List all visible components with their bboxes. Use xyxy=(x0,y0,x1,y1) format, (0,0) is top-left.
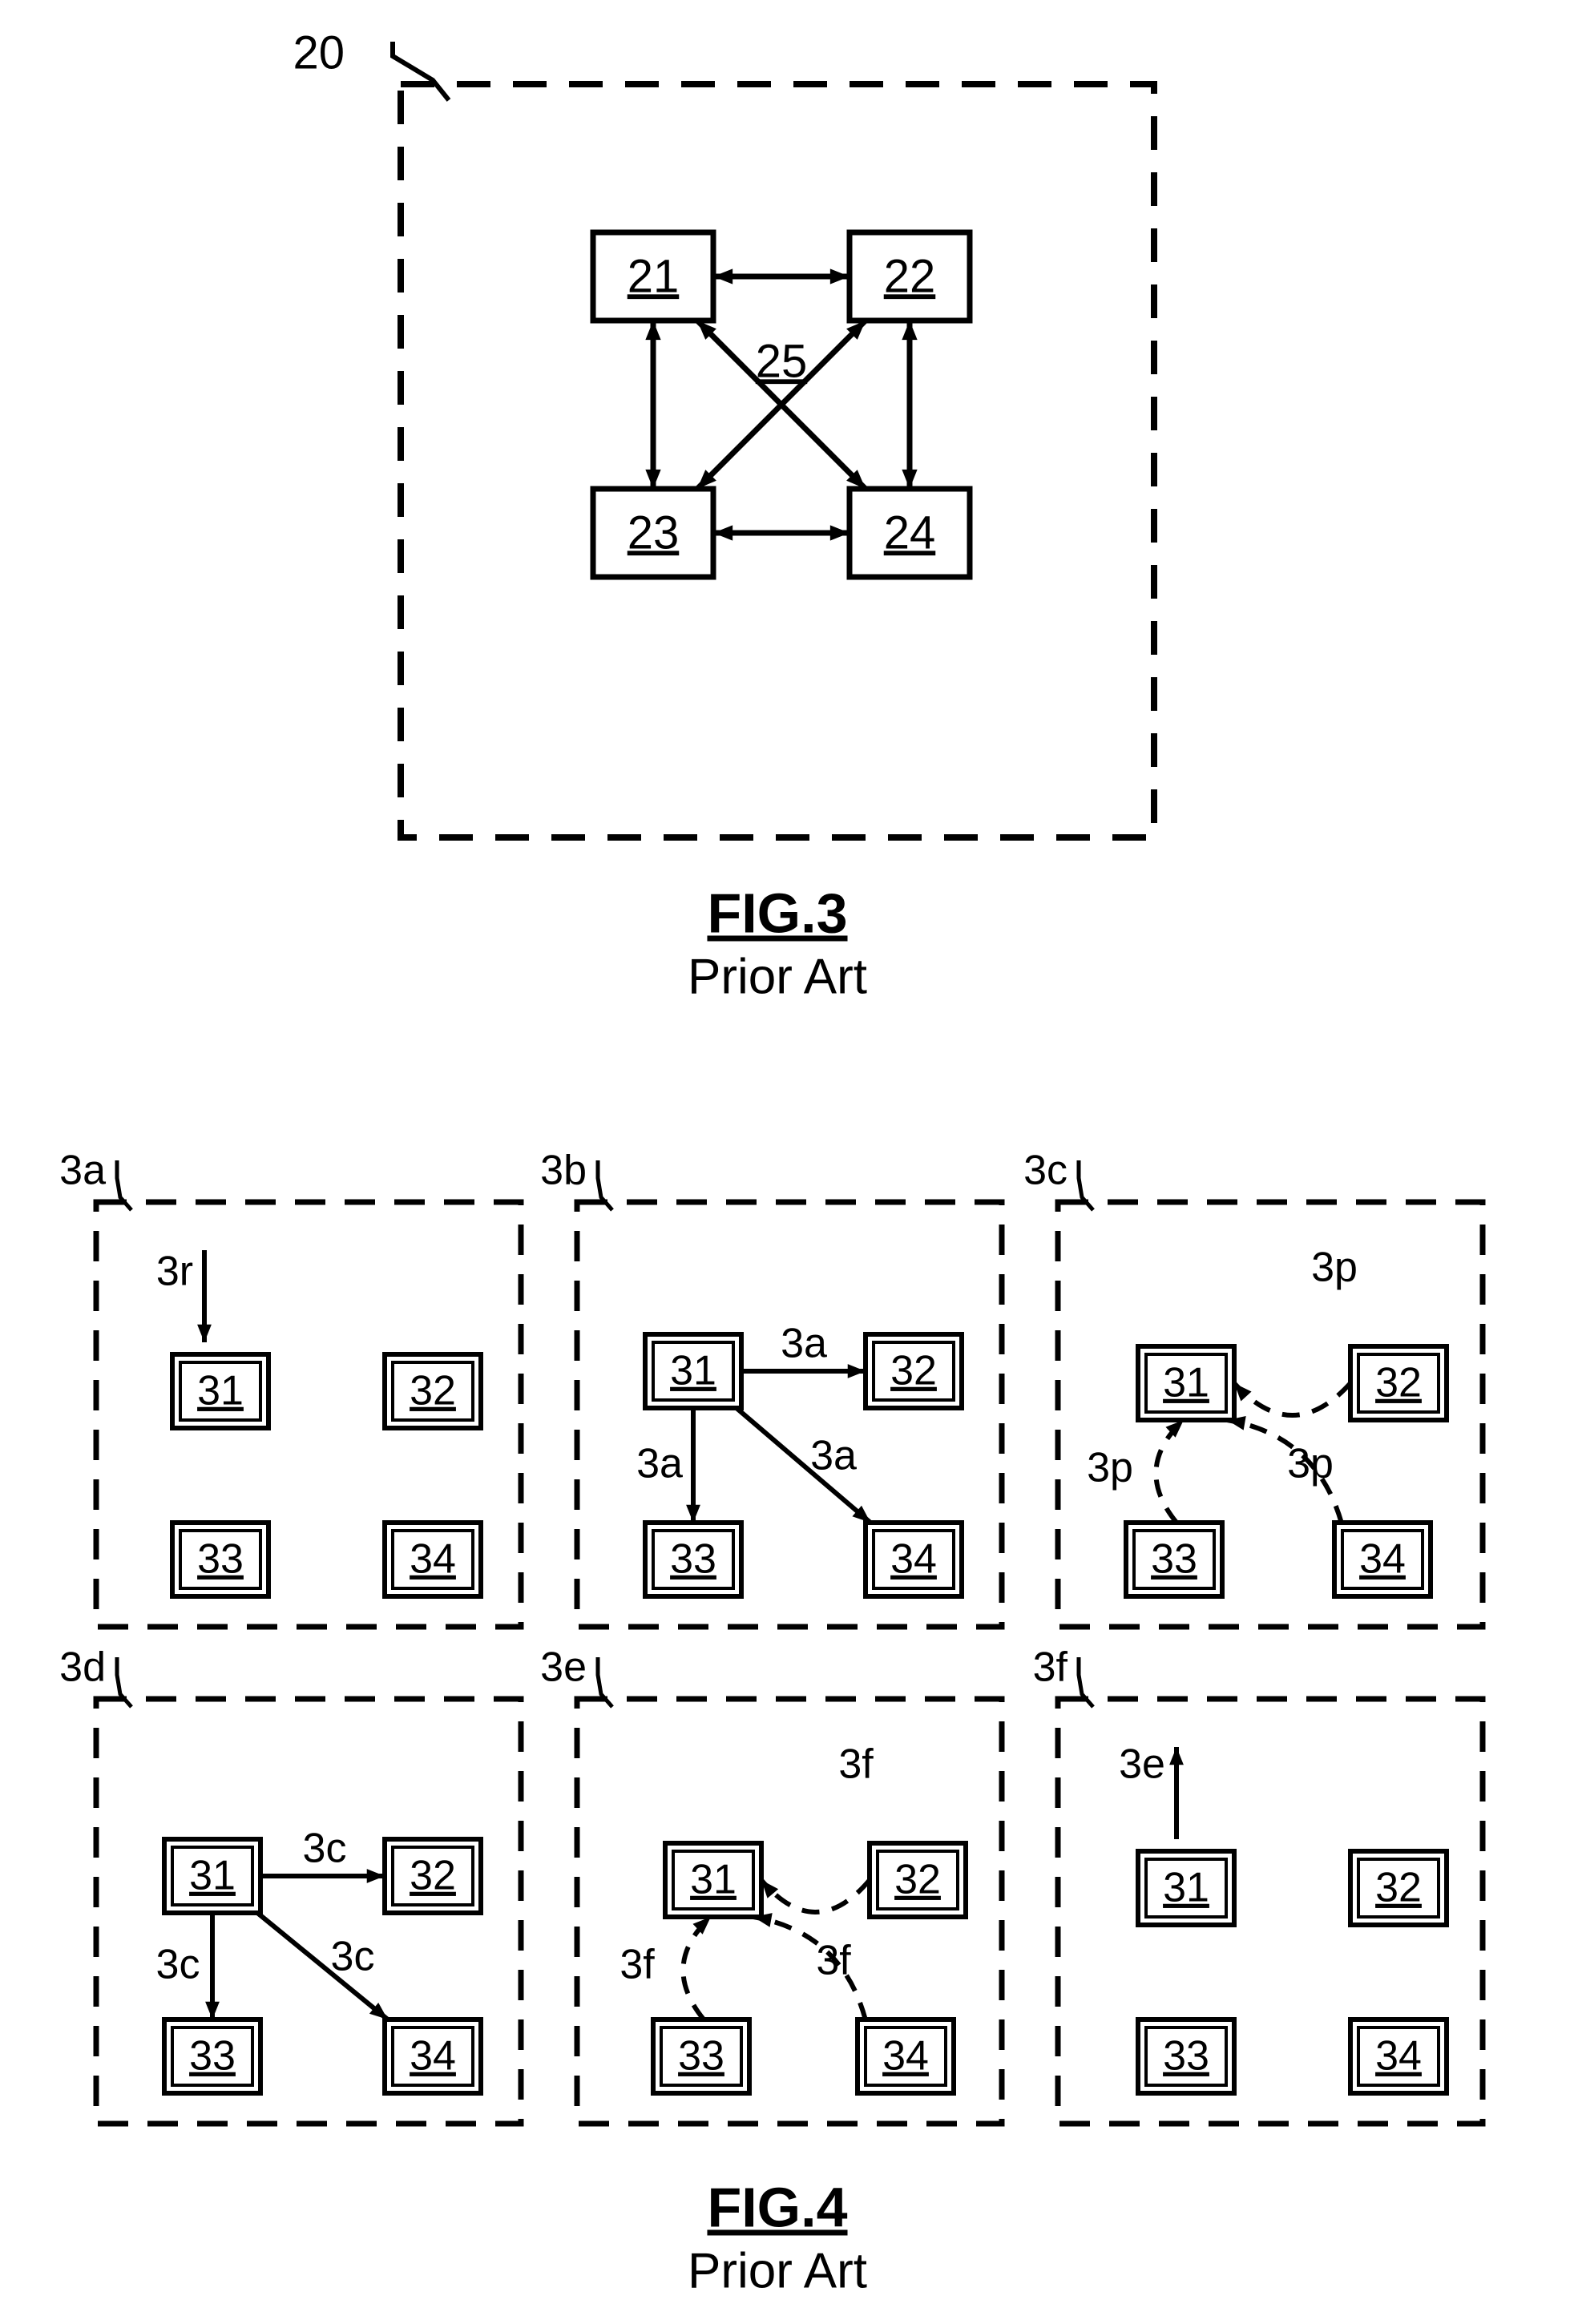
svg-text:34: 34 xyxy=(410,1536,456,1583)
svg-text:31: 31 xyxy=(690,1857,737,1903)
fig3-center-label: 25 xyxy=(756,335,808,387)
svg-text:33: 33 xyxy=(1163,2033,1209,2080)
fig4-edge-label: 3c xyxy=(303,1826,347,1872)
fig4-edge-label: 3r xyxy=(156,1249,193,1295)
fig4-title: FIG.4 xyxy=(707,2176,847,2238)
fig4-panel-3a xyxy=(96,1160,521,1627)
fig4-panel-label-3c: 3c xyxy=(1023,1148,1067,1194)
fig4-panel-label-3b: 3b xyxy=(540,1148,587,1194)
fig4-subtitle: Prior Art xyxy=(688,2243,867,2298)
fig4-panel-label-3a: 3a xyxy=(59,1148,106,1194)
svg-text:32: 32 xyxy=(410,1368,456,1414)
svg-text:32: 32 xyxy=(1375,1865,1422,1911)
svg-text:34: 34 xyxy=(1375,2033,1422,2080)
svg-text:31: 31 xyxy=(1163,1360,1209,1406)
fig3-panel xyxy=(401,84,1154,837)
svg-text:32: 32 xyxy=(890,1348,937,1394)
fig3-node-label-23: 23 xyxy=(628,506,680,559)
fig4-edge-label: 3p xyxy=(1311,1245,1358,1291)
svg-text:34: 34 xyxy=(882,2033,929,2080)
fig4-panel-label-3d: 3d xyxy=(59,1644,106,1691)
svg-text:33: 33 xyxy=(197,1536,244,1583)
fig4-edge-label: 3p xyxy=(1287,1441,1334,1487)
fig3-subtitle: Prior Art xyxy=(688,949,867,1004)
fig3-node-label-21: 21 xyxy=(628,250,680,302)
fig4-panel-3b xyxy=(577,1160,1002,1627)
fig3-title: FIG.3 xyxy=(707,882,847,944)
fig3 xyxy=(393,42,1154,837)
svg-text:33: 33 xyxy=(189,2033,236,2080)
svg-text:34: 34 xyxy=(410,2033,456,2080)
fig4-edge-label: 3f xyxy=(838,1741,874,1788)
svg-text:34: 34 xyxy=(890,1536,937,1583)
svg-text:20: 20 xyxy=(293,26,345,79)
fig3-node-label-22: 22 xyxy=(884,250,936,302)
fig4-edge-label: 3a xyxy=(636,1441,683,1487)
fig4-edge-label: 3p xyxy=(1087,1445,1133,1491)
svg-text:31: 31 xyxy=(670,1348,716,1394)
fig4-edge-label: 3c xyxy=(331,1934,375,1980)
fig4-edge-label: 3f xyxy=(620,1942,655,1988)
fig4-panel-3d xyxy=(96,1657,521,2124)
svg-text:32: 32 xyxy=(894,1857,941,1903)
fig4-edge-label: 3f xyxy=(816,1938,851,1984)
svg-text:33: 33 xyxy=(1151,1536,1197,1583)
svg-text:34: 34 xyxy=(1359,1536,1406,1583)
fig4-panel-label-3e: 3e xyxy=(540,1644,587,1691)
svg-text:33: 33 xyxy=(678,2033,724,2080)
svg-text:31: 31 xyxy=(1163,1865,1209,1911)
fig4-edge-label: 3c xyxy=(156,1942,200,1988)
svg-text:32: 32 xyxy=(410,1853,456,1899)
svg-text:31: 31 xyxy=(189,1853,236,1899)
fig4-panel-label-3f: 3f xyxy=(1033,1644,1068,1691)
fig4-edge-label: 3e xyxy=(1119,1741,1165,1788)
fig4-edge-label: 3a xyxy=(781,1321,827,1367)
svg-text:32: 32 xyxy=(1375,1360,1422,1406)
fig3-node-label-24: 24 xyxy=(884,506,936,559)
svg-text:33: 33 xyxy=(670,1536,716,1583)
fig4-edge-label: 3a xyxy=(810,1433,857,1479)
svg-text:31: 31 xyxy=(197,1368,244,1414)
